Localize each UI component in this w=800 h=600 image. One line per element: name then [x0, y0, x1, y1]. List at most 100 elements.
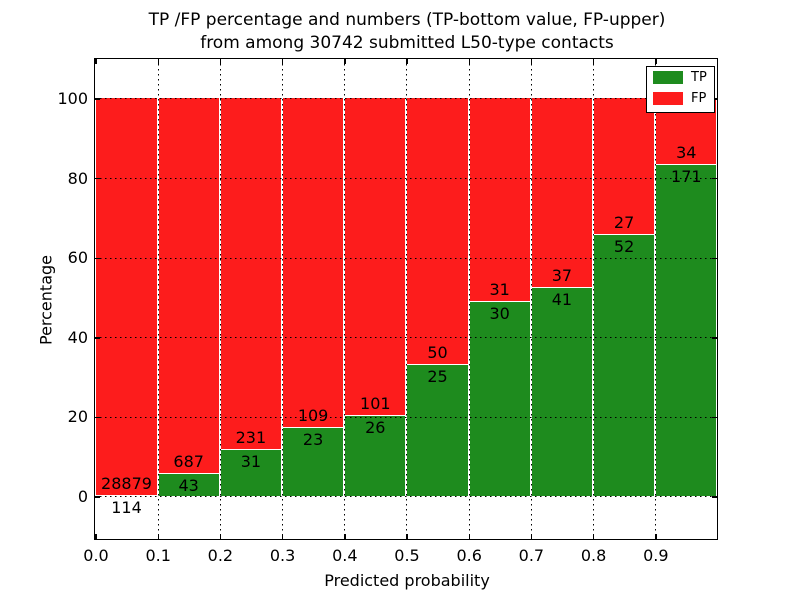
tp-count-label: 30	[489, 303, 510, 323]
fp-legend-label: FP	[691, 91, 707, 106]
tp-count-label: 23	[302, 430, 324, 450]
y-tick-mark	[95, 416, 101, 419]
fp-bar-segment	[157, 98, 220, 473]
vertical-gridline	[593, 59, 594, 540]
legend-row-fp: FP	[647, 88, 714, 109]
x-axis-label: Predicted probability	[324, 571, 490, 590]
vertical-gridline	[344, 59, 346, 540]
x-tick-mark	[282, 534, 284, 540]
x-tick-label: 0.9	[643, 546, 669, 565]
y-tick-label: 40	[67, 327, 88, 347]
tp-count-label: 41	[551, 290, 573, 310]
y-tick-mark-right	[712, 337, 718, 339]
x-tick-mark-top	[655, 59, 657, 65]
vertical-gridline	[157, 59, 159, 540]
legend-row-tp: TP	[647, 67, 714, 88]
fp-count-label: 109	[297, 406, 329, 426]
x-tick-label: 0.6	[456, 546, 482, 565]
x-tick-mark	[406, 534, 408, 540]
fp-count-label: 231	[235, 428, 267, 448]
y-tick-label: 100	[57, 89, 88, 108]
x-tick-mark-top	[219, 59, 222, 65]
fp-count-label: 27	[613, 213, 635, 233]
vertical-gridline	[406, 59, 408, 540]
fp-count-label: 50	[427, 342, 448, 362]
x-tick-mark-top	[95, 59, 97, 65]
y-tick-mark-right	[712, 496, 718, 498]
fp-count-label: 28879	[101, 473, 152, 493]
tp-count-label: 25	[427, 366, 448, 386]
fp-count-label: 34	[676, 143, 697, 163]
x-tick-mark	[95, 534, 97, 540]
fp-legend-swatch	[653, 92, 683, 105]
x-tick-mark-top	[282, 59, 284, 65]
x-tick-mark-top	[344, 59, 346, 65]
x-tick-mark-top	[406, 59, 408, 65]
y-tick-label: 60	[67, 248, 88, 268]
y-axis-label: Percentage	[36, 254, 56, 346]
y-tick-mark	[95, 257, 101, 259]
x-tick-mark	[157, 534, 159, 540]
chart-title-line2: from among 30742 submitted L50-type cont…	[200, 33, 614, 53]
tp-bar-segment	[593, 234, 656, 497]
fp-count-label: 31	[489, 279, 510, 299]
x-tick-mark-top	[530, 59, 533, 65]
x-tick-mark-top	[593, 59, 595, 65]
tp-count-label: 31	[240, 452, 262, 472]
y-tick-mark	[95, 496, 101, 498]
x-tick-mark	[219, 534, 222, 540]
legend: TP FP	[646, 66, 715, 113]
fp-bar-segment	[95, 98, 158, 495]
tp-legend-label: TP	[691, 70, 707, 85]
y-tick-label: 0	[77, 487, 88, 506]
fp-bar-segment	[468, 98, 531, 301]
x-tick-mark	[655, 534, 657, 540]
y-tick-mark-right	[712, 178, 718, 180]
y-tick-mark-right	[712, 257, 718, 259]
plot-area: 28879 114 687 43 231 31 109 23 101 26 50 25 31 30 37 41…	[94, 58, 719, 541]
fp-count-label: 687	[173, 451, 204, 471]
vertical-gridline	[282, 59, 283, 540]
chart-title: TP /FP percentage and numbers (TP-bottom…	[96, 9, 718, 55]
tp-bar-segment	[655, 164, 718, 497]
tp-bar-segment	[468, 300, 531, 497]
x-tick-mark-top	[468, 59, 470, 65]
x-tick-mark-top	[157, 59, 159, 65]
x-tick-label: 0.1	[145, 546, 171, 565]
x-tick-mark	[344, 534, 346, 540]
x-tick-label: 0.3	[269, 546, 296, 565]
fp-count-label: 101	[360, 393, 391, 413]
x-tick-mark	[530, 534, 533, 540]
vertical-gridline	[468, 59, 470, 540]
plot-canvas: 28879 114 687 43 231 31 109 23 101 26 50 25 31 30 37 41…	[95, 59, 718, 540]
tp-count-label: 43	[178, 475, 199, 495]
x-tick-label: 0.0	[83, 546, 109, 565]
tp-count-label: 26	[365, 417, 386, 437]
fp-count-label: 37	[551, 266, 573, 286]
x-tick-label: 0.2	[207, 546, 234, 565]
tp-count-label: 52	[613, 237, 635, 257]
tp-bar-segment	[282, 427, 345, 497]
vertical-gridline	[219, 59, 221, 540]
fp-bar-segment	[406, 98, 469, 364]
vertical-gridline	[655, 59, 657, 540]
fp-bar-segment	[530, 98, 593, 288]
x-tick-label: 0.8	[580, 546, 607, 565]
fp-bar-segment	[344, 98, 407, 415]
tp-bar-segment	[530, 287, 593, 497]
tp-bar-segment	[406, 363, 469, 497]
x-tick-mark	[468, 534, 470, 540]
tp-legend-swatch	[653, 71, 683, 84]
y-tick-mark	[95, 178, 101, 180]
fp-bar-segment	[282, 98, 345, 428]
tp-count-label: 114	[111, 497, 142, 517]
y-tick-label: 20	[67, 407, 88, 427]
tp-bar-segment	[219, 449, 282, 497]
x-tick-label: 0.5	[394, 546, 420, 565]
y-tick-mark	[95, 337, 101, 339]
tp-bar-segment	[95, 494, 158, 497]
vertical-gridline	[530, 59, 532, 540]
y-tick-label: 80	[67, 168, 88, 188]
y-tick-mark-right	[712, 416, 718, 419]
